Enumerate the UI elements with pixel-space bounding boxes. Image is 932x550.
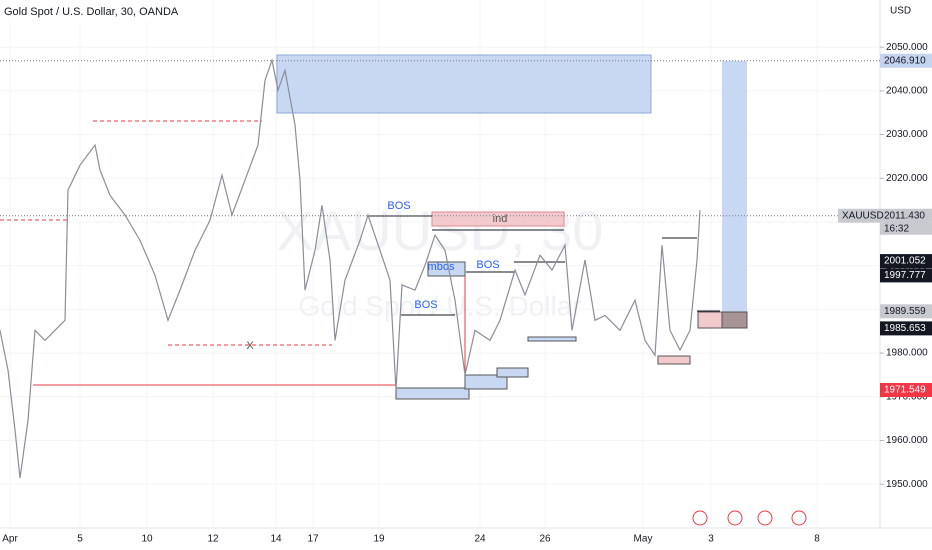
price-label-bg <box>880 254 932 269</box>
x-tick-label: 10 <box>141 534 153 545</box>
y-tick-label: 2020.000 <box>886 173 928 184</box>
price-label-bg <box>880 53 932 68</box>
price-label-bg <box>880 383 932 398</box>
x-tick-label: 26 <box>539 534 551 545</box>
price-label: 1989.559 <box>884 306 926 317</box>
y-tick-label: 2040.000 <box>886 86 928 97</box>
ob-box <box>464 374 508 390</box>
price-label: 2011.430 <box>884 210 925 221</box>
ob-box <box>427 261 466 277</box>
series <box>0 58 701 479</box>
annotation: ind <box>493 213 508 225</box>
zone-box <box>276 54 652 114</box>
event-icons <box>692 510 807 526</box>
target-box <box>722 61 747 312</box>
price-label-bg <box>880 321 932 336</box>
ob-box <box>395 387 470 400</box>
price-label-bg <box>880 268 932 283</box>
x-tick-label: Apr <box>2 534 18 545</box>
price-label-bg <box>880 208 932 223</box>
currency: USD <box>890 6 911 17</box>
ob-box <box>657 355 691 365</box>
price-label: 1997.777 <box>884 270 926 281</box>
price-label: 1971.549 <box>884 385 926 396</box>
x-tick-label: May <box>634 534 653 545</box>
symbol-label: XAUUSD <box>842 210 884 221</box>
price-label: 2001.052 <box>884 256 926 267</box>
x-tick-label: 5 <box>77 534 83 545</box>
x-tick-label: 3 <box>708 534 714 545</box>
price-label-bg <box>880 304 932 319</box>
title-bg <box>0 0 210 22</box>
countdown: 16:32 <box>884 223 909 234</box>
annotation: X <box>246 340 254 352</box>
event-icon <box>791 510 807 526</box>
y-tick-label: 2030.000 <box>886 129 928 140</box>
y-tick-label: 1960.000 <box>886 435 928 446</box>
event-icon <box>692 510 708 526</box>
countdown-bg <box>880 222 932 235</box>
stop-box <box>697 311 723 329</box>
annotation: BOS <box>414 299 437 311</box>
symbol-bg <box>838 208 880 223</box>
x-tick-label: 19 <box>373 534 385 545</box>
x-tick-label: 24 <box>474 534 486 545</box>
price-label: 1985.653 <box>884 323 926 334</box>
event-icon <box>727 510 743 526</box>
chart-title: Gold Spot / U.S. Dollar, 30, OANDA <box>4 6 179 18</box>
x-tick-label: 14 <box>270 534 282 545</box>
ob-box <box>527 336 577 342</box>
annotation: BOS <box>476 259 499 271</box>
stop-box <box>721 311 748 329</box>
y-tick-label: 1950.000 <box>886 479 928 490</box>
y-tick-label: 1980.000 <box>886 348 928 359</box>
event-icon <box>757 510 773 526</box>
structure-lines <box>368 215 720 316</box>
x-tick-label: 8 <box>814 534 820 545</box>
ob-box <box>496 367 529 378</box>
y-tick-label: 2050.000 <box>886 42 928 53</box>
annotation: mbos <box>428 261 455 273</box>
price-label: 2046.910 <box>884 55 926 66</box>
x-tick-label: 17 <box>307 534 319 545</box>
watermark-sub: Gold Spot / U.S. Dollar <box>298 290 581 321</box>
price-line <box>0 58 701 479</box>
annotation: BOS <box>387 200 410 212</box>
x-tick-label: 12 <box>207 534 219 545</box>
